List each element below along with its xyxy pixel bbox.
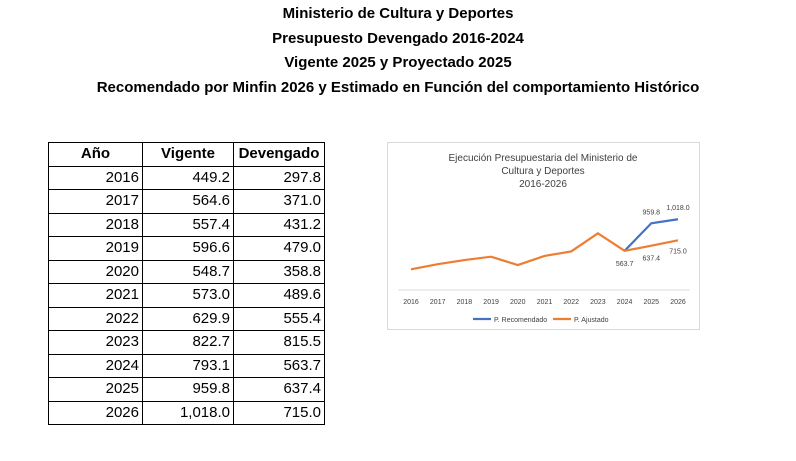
data-label: 715.0 [669, 248, 687, 255]
budget-table: Año Vigente Devengado 2016 449.2 297.8 2017… [48, 142, 325, 425]
cell-vigente: 1,018.0 [142, 400, 234, 425]
title-line-2: Presupuesto Devengado 2016-2024 [272, 29, 524, 47]
document-title: Ministerio de Cultura y Deportes Presupu… [0, 2, 796, 100]
x-tick-label: 2019 [483, 299, 499, 306]
table-row: 2020 548.7 358.8 [48, 259, 325, 284]
header-year: Año [48, 142, 143, 167]
table-row: 2021 573.0 489.6 [48, 283, 325, 308]
cell-devengado: 358.8 [233, 259, 325, 284]
title-line-1: Ministerio de Cultura y Deportes [282, 5, 514, 22]
cell-devengado: 431.2 [233, 212, 325, 237]
cell-devengado: 489.6 [233, 283, 325, 308]
x-tick-label: 2024 [617, 299, 633, 306]
table-row: 2026 1,018.0 715.0 [48, 400, 325, 425]
table-row: 2023 822.7 815.5 [48, 330, 325, 355]
data-label: 1,018.0 [666, 205, 689, 212]
cell-vigente: 564.6 [142, 189, 234, 214]
table-row: 2025 959.8 637.4 [48, 377, 325, 402]
x-tick-label: 2020 [510, 299, 526, 306]
table-row: 2016 449.2 297.8 [48, 165, 325, 190]
cell-vigente: 596.6 [142, 236, 234, 261]
cell-vigente: 548.7 [142, 259, 234, 284]
cell-devengado: 371.0 [233, 189, 325, 214]
chart-title-line: Cultura y Deportes [501, 166, 584, 177]
budget-chart: Ejecución Presupuestaria del Ministerio … [387, 142, 700, 330]
cell-devengado: 555.4 [233, 306, 325, 331]
x-tick-label: 2021 [537, 299, 553, 306]
data-label: 637.4 [643, 256, 661, 263]
header-devengado: Devengado [233, 142, 325, 167]
x-tick-label: 2018 [457, 299, 473, 306]
series-line-ajustado [410, 232, 679, 271]
legend-label: P. Recomendado [494, 317, 547, 324]
cell-vigente: 793.1 [142, 353, 234, 378]
chart-title-line: Ejecución Presupuestaria del Ministerio … [449, 153, 638, 164]
x-tick-label: 2017 [430, 299, 446, 306]
cell-vigente: 557.4 [142, 212, 234, 237]
cell-year: 2022 [48, 306, 143, 331]
cell-vigente: 449.2 [142, 165, 234, 190]
title-line-4: Recomendado por Minfin 2026 y Estimado e… [96, 78, 700, 96]
table-row: 2018 557.4 431.2 [48, 212, 325, 237]
x-tick-label: 2016 [403, 299, 419, 306]
x-tick-label: 2026 [670, 299, 686, 306]
cell-year: 2020 [48, 259, 143, 284]
x-tick-label: 2022 [563, 299, 579, 306]
cell-year: 2016 [48, 165, 143, 190]
cell-devengado: 479.0 [233, 236, 325, 261]
data-label: 563.7 [616, 261, 634, 268]
cell-devengado: 637.4 [233, 377, 325, 402]
chart-title-line: 2016-2026 [519, 179, 567, 190]
table-row: 2017 564.6 371.0 [48, 189, 325, 214]
table-row: 2019 596.6 479.0 [48, 236, 325, 261]
title-line-3: Vigente 2025 y Proyectado 2025 [284, 54, 512, 71]
cell-year: 2017 [48, 189, 143, 214]
cell-year: 2019 [48, 236, 143, 261]
cell-year: 2025 [48, 377, 143, 402]
cell-vigente: 959.8 [142, 377, 234, 402]
cell-vigente: 822.7 [142, 330, 234, 355]
series-line-recomendado [623, 218, 679, 252]
data-label: 959.8 [643, 209, 661, 216]
table-row: 2024 793.1 563.7 [48, 353, 325, 378]
table-row: 2022 629.9 555.4 [48, 306, 325, 331]
legend-label: P. Ajustado [574, 317, 609, 324]
cell-devengado: 297.8 [233, 165, 325, 190]
header-vigente: Vigente [142, 142, 234, 167]
cell-year: 2021 [48, 283, 143, 308]
x-tick-label: 2023 [590, 299, 606, 306]
cell-devengado: 715.0 [233, 400, 325, 425]
cell-vigente: 629.9 [142, 306, 234, 331]
cell-year: 2026 [48, 400, 143, 425]
cell-vigente: 573.0 [142, 283, 234, 308]
x-tick-label: 2025 [644, 299, 660, 306]
cell-devengado: 563.7 [233, 353, 325, 378]
cell-year: 2018 [48, 212, 143, 237]
cell-year: 2024 [48, 353, 143, 378]
cell-year: 2023 [48, 330, 143, 355]
cell-devengado: 815.5 [233, 330, 325, 355]
